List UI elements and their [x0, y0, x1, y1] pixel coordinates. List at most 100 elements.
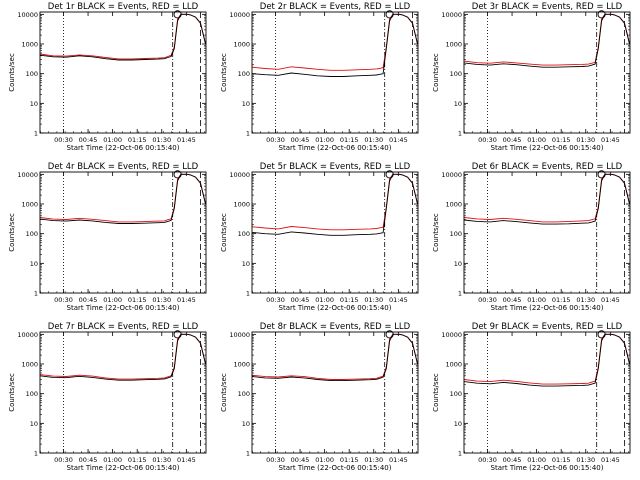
series-group — [464, 13, 630, 68]
plot-frame — [463, 11, 631, 134]
plot-frame — [463, 331, 631, 454]
x-tick-label: 01:45 — [177, 136, 196, 144]
x-tick-label: 01:45 — [389, 456, 408, 464]
series-events-line — [40, 333, 206, 381]
y-tick-label: 1 — [458, 290, 462, 298]
x-tick-label: 01:45 — [601, 296, 620, 304]
panel-title: Det 1r BLACK = Events, RED = LLD — [48, 2, 199, 12]
y-tick-label: 1000 — [445, 361, 462, 369]
x-tick-label: 00:45 — [503, 296, 522, 304]
y-tick-label: 100 — [26, 390, 38, 398]
series-lld-line — [40, 173, 206, 223]
y-tick-label: 1000 — [445, 201, 462, 209]
series-group — [40, 333, 206, 381]
series-events-line — [252, 333, 418, 382]
y-tick-label: 10000 — [229, 11, 250, 19]
x-tick-label: 00:45 — [79, 136, 98, 144]
x-tick-label: 01:45 — [389, 296, 408, 304]
x-tick-label: 01:15 — [128, 456, 147, 464]
x-tick-label: 00:45 — [291, 136, 310, 144]
x-tick-label: 01:45 — [601, 136, 620, 144]
x-tick-label: 01:15 — [128, 296, 147, 304]
y-tick-label: 1000 — [233, 201, 250, 209]
x-tick-label: 01:00 — [527, 296, 546, 304]
series-group — [252, 13, 418, 77]
y-axis-label: Counts/sec — [220, 53, 228, 92]
y-tick-label: 10 — [242, 100, 250, 108]
y-tick-label: 10000 — [229, 171, 250, 179]
series-events-line — [464, 173, 630, 225]
panel-title: Det 5r BLACK = Events, RED = LLD — [260, 162, 411, 172]
series-events-line — [252, 173, 418, 236]
x-tick-label: 01:15 — [340, 136, 359, 144]
x-tick-label: 00:30 — [266, 296, 285, 304]
x-tick-label: 01:00 — [103, 296, 122, 304]
plot-frame — [251, 11, 419, 134]
y-tick-label: 10 — [454, 100, 462, 108]
x-axis-label: Start Time (22-Oct-06 00:15:40) — [491, 304, 604, 312]
x-tick-label: 00:30 — [266, 456, 285, 464]
y-tick-label: 1000 — [21, 201, 38, 209]
x-tick-label: 01:45 — [177, 296, 196, 304]
detector-panel-2: Det 2r BLACK = Events, RED = LLD 1 10 100 10… — [220, 2, 419, 152]
y-tick-label: 10 — [30, 420, 38, 428]
x-axis-label: Start Time (22-Oct-06 00:15:40) — [491, 144, 604, 152]
detector-panel-8: Det 8r BLACK = Events, RED = LLD 1 10 100 10… — [220, 322, 419, 472]
series-events-line — [252, 13, 418, 77]
y-tick-label: 1 — [458, 130, 462, 138]
y-tick-label: 1 — [34, 130, 38, 138]
x-tick-label: 00:30 — [478, 296, 497, 304]
saturation-circle-marker — [173, 330, 182, 339]
x-tick-label: 01:45 — [601, 456, 620, 464]
panel-title: Det 2r BLACK = Events, RED = LLD — [260, 2, 411, 12]
plot-frame — [39, 331, 207, 454]
y-tick-label: 1000 — [21, 41, 38, 49]
y-tick-label: 100 — [238, 390, 250, 398]
series-group — [40, 13, 206, 61]
x-axis-label: Start Time (22-Oct-06 00:15:40) — [279, 464, 392, 472]
y-tick-label: 1000 — [233, 361, 250, 369]
y-tick-label: 10000 — [441, 171, 462, 179]
saturation-circle-marker — [597, 330, 606, 339]
x-tick-label: 01:00 — [527, 136, 546, 144]
x-tick-label: 01:00 — [103, 456, 122, 464]
y-tick-label: 10 — [454, 260, 462, 268]
series-lld-line — [40, 13, 206, 60]
x-tick-label: 01:00 — [103, 136, 122, 144]
plot-frame — [251, 171, 419, 294]
saturation-circle-marker — [173, 170, 182, 179]
x-tick-label: 00:30 — [478, 456, 497, 464]
x-tick-label: 00:30 — [54, 456, 73, 464]
detector-panel-1: Det 1r BLACK = Events, RED = LLD 1 10 100 10… — [8, 2, 207, 152]
y-tick-label: 10000 — [441, 331, 462, 339]
y-tick-label: 1 — [246, 450, 250, 458]
y-tick-label: 10 — [30, 260, 38, 268]
y-tick-label: 1 — [34, 450, 38, 458]
x-tick-label: 01:00 — [527, 456, 546, 464]
series-lld-line — [252, 13, 418, 71]
series-group — [252, 173, 418, 236]
y-tick-label: 10 — [30, 100, 38, 108]
detector-panel-5: Det 5r BLACK = Events, RED = LLD 1 10 100 10… — [220, 162, 419, 312]
x-tick-label: 01:00 — [315, 296, 334, 304]
y-tick-label: 100 — [450, 390, 462, 398]
y-axis-label: Counts/sec — [220, 213, 228, 252]
detector-panel-9: Det 9r BLACK = Events, RED = LLD 1 10 100 10… — [432, 322, 631, 472]
x-tick-label: 01:15 — [340, 456, 359, 464]
plot-frame — [39, 171, 207, 294]
y-tick-label: 10000 — [229, 331, 250, 339]
x-tick-label: 00:30 — [54, 296, 73, 304]
x-tick-label: 01:30 — [152, 296, 171, 304]
saturation-circle-marker — [597, 170, 606, 179]
y-tick-label: 10000 — [17, 171, 38, 179]
y-tick-label: 10 — [242, 260, 250, 268]
y-tick-label: 1 — [246, 130, 250, 138]
x-tick-label: 01:15 — [552, 456, 571, 464]
x-axis-label: Start Time (22-Oct-06 00:15:40) — [67, 464, 180, 472]
x-axis-label: Start Time (22-Oct-06 00:15:40) — [279, 304, 392, 312]
series-group — [464, 173, 630, 225]
saturation-circle-marker — [173, 10, 182, 19]
series-lld-line — [464, 173, 630, 223]
plot-frame — [251, 331, 419, 454]
